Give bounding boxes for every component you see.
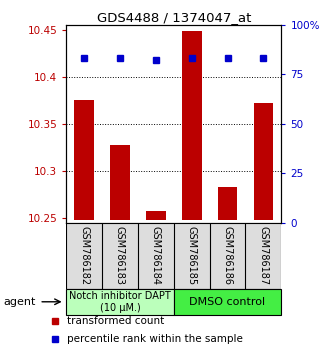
Text: transformed count: transformed count (67, 316, 164, 326)
Text: agent: agent (3, 297, 36, 307)
Text: GSM786185: GSM786185 (187, 226, 197, 285)
Text: GSM786187: GSM786187 (259, 226, 268, 285)
Text: Notch inhibitor DAPT
(10 μM.): Notch inhibitor DAPT (10 μM.) (69, 291, 171, 313)
Text: GSM786182: GSM786182 (79, 226, 89, 285)
Bar (66, 289, 174, 315)
Bar (146, 211, 166, 220)
Text: GSM786184: GSM786184 (151, 226, 161, 285)
Text: GSM786183: GSM786183 (115, 226, 125, 285)
Title: GDS4488 / 1374047_at: GDS4488 / 1374047_at (97, 11, 251, 24)
Bar (110, 145, 130, 220)
Bar (182, 32, 202, 220)
Bar (74, 100, 94, 220)
Text: percentile rank within the sample: percentile rank within the sample (67, 334, 243, 344)
Text: DMSO control: DMSO control (190, 297, 265, 307)
Bar (218, 187, 237, 220)
Bar (174, 289, 281, 315)
Bar (254, 103, 273, 220)
Text: GSM786186: GSM786186 (222, 226, 233, 285)
